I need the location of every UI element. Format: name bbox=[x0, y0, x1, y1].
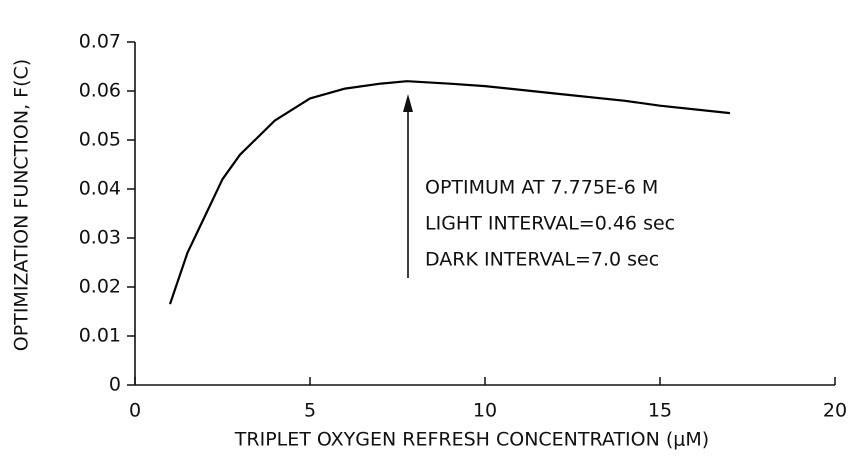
annotation: OPTIMUM AT 7.775E-6 M bbox=[425, 177, 658, 199]
y-tick-label: 0.04 bbox=[79, 178, 121, 200]
x-tick-label: 5 bbox=[304, 400, 316, 422]
x-tick-label: 0 bbox=[129, 400, 141, 422]
y-tick-label: 0.02 bbox=[79, 276, 121, 298]
annotation: DARK INTERVAL=7.0 sec bbox=[425, 249, 659, 271]
x-tick-label: 15 bbox=[648, 400, 672, 422]
y-tick-label: 0 bbox=[109, 374, 121, 396]
y-tick-label: 0.03 bbox=[79, 227, 121, 249]
y-axis-label: OPTIMIZATION FUNCTION, F(C) bbox=[11, 59, 33, 351]
y-tick-label: 0.01 bbox=[79, 325, 121, 347]
x-tick-label: 20 bbox=[823, 400, 847, 422]
x-tick-label: 10 bbox=[473, 400, 497, 422]
x-axis-label: TRIPLET OXYGEN REFRESH CONCENTRATION (μM… bbox=[234, 429, 709, 451]
arrow-head bbox=[403, 94, 413, 112]
y-tick-label: 0.06 bbox=[79, 80, 121, 102]
annotation: LIGHT INTERVAL=0.46 sec bbox=[425, 213, 675, 235]
y-tick-label: 0.07 bbox=[79, 31, 121, 53]
line bbox=[168, 80, 731, 305]
y-tick-label: 0.05 bbox=[79, 129, 121, 151]
